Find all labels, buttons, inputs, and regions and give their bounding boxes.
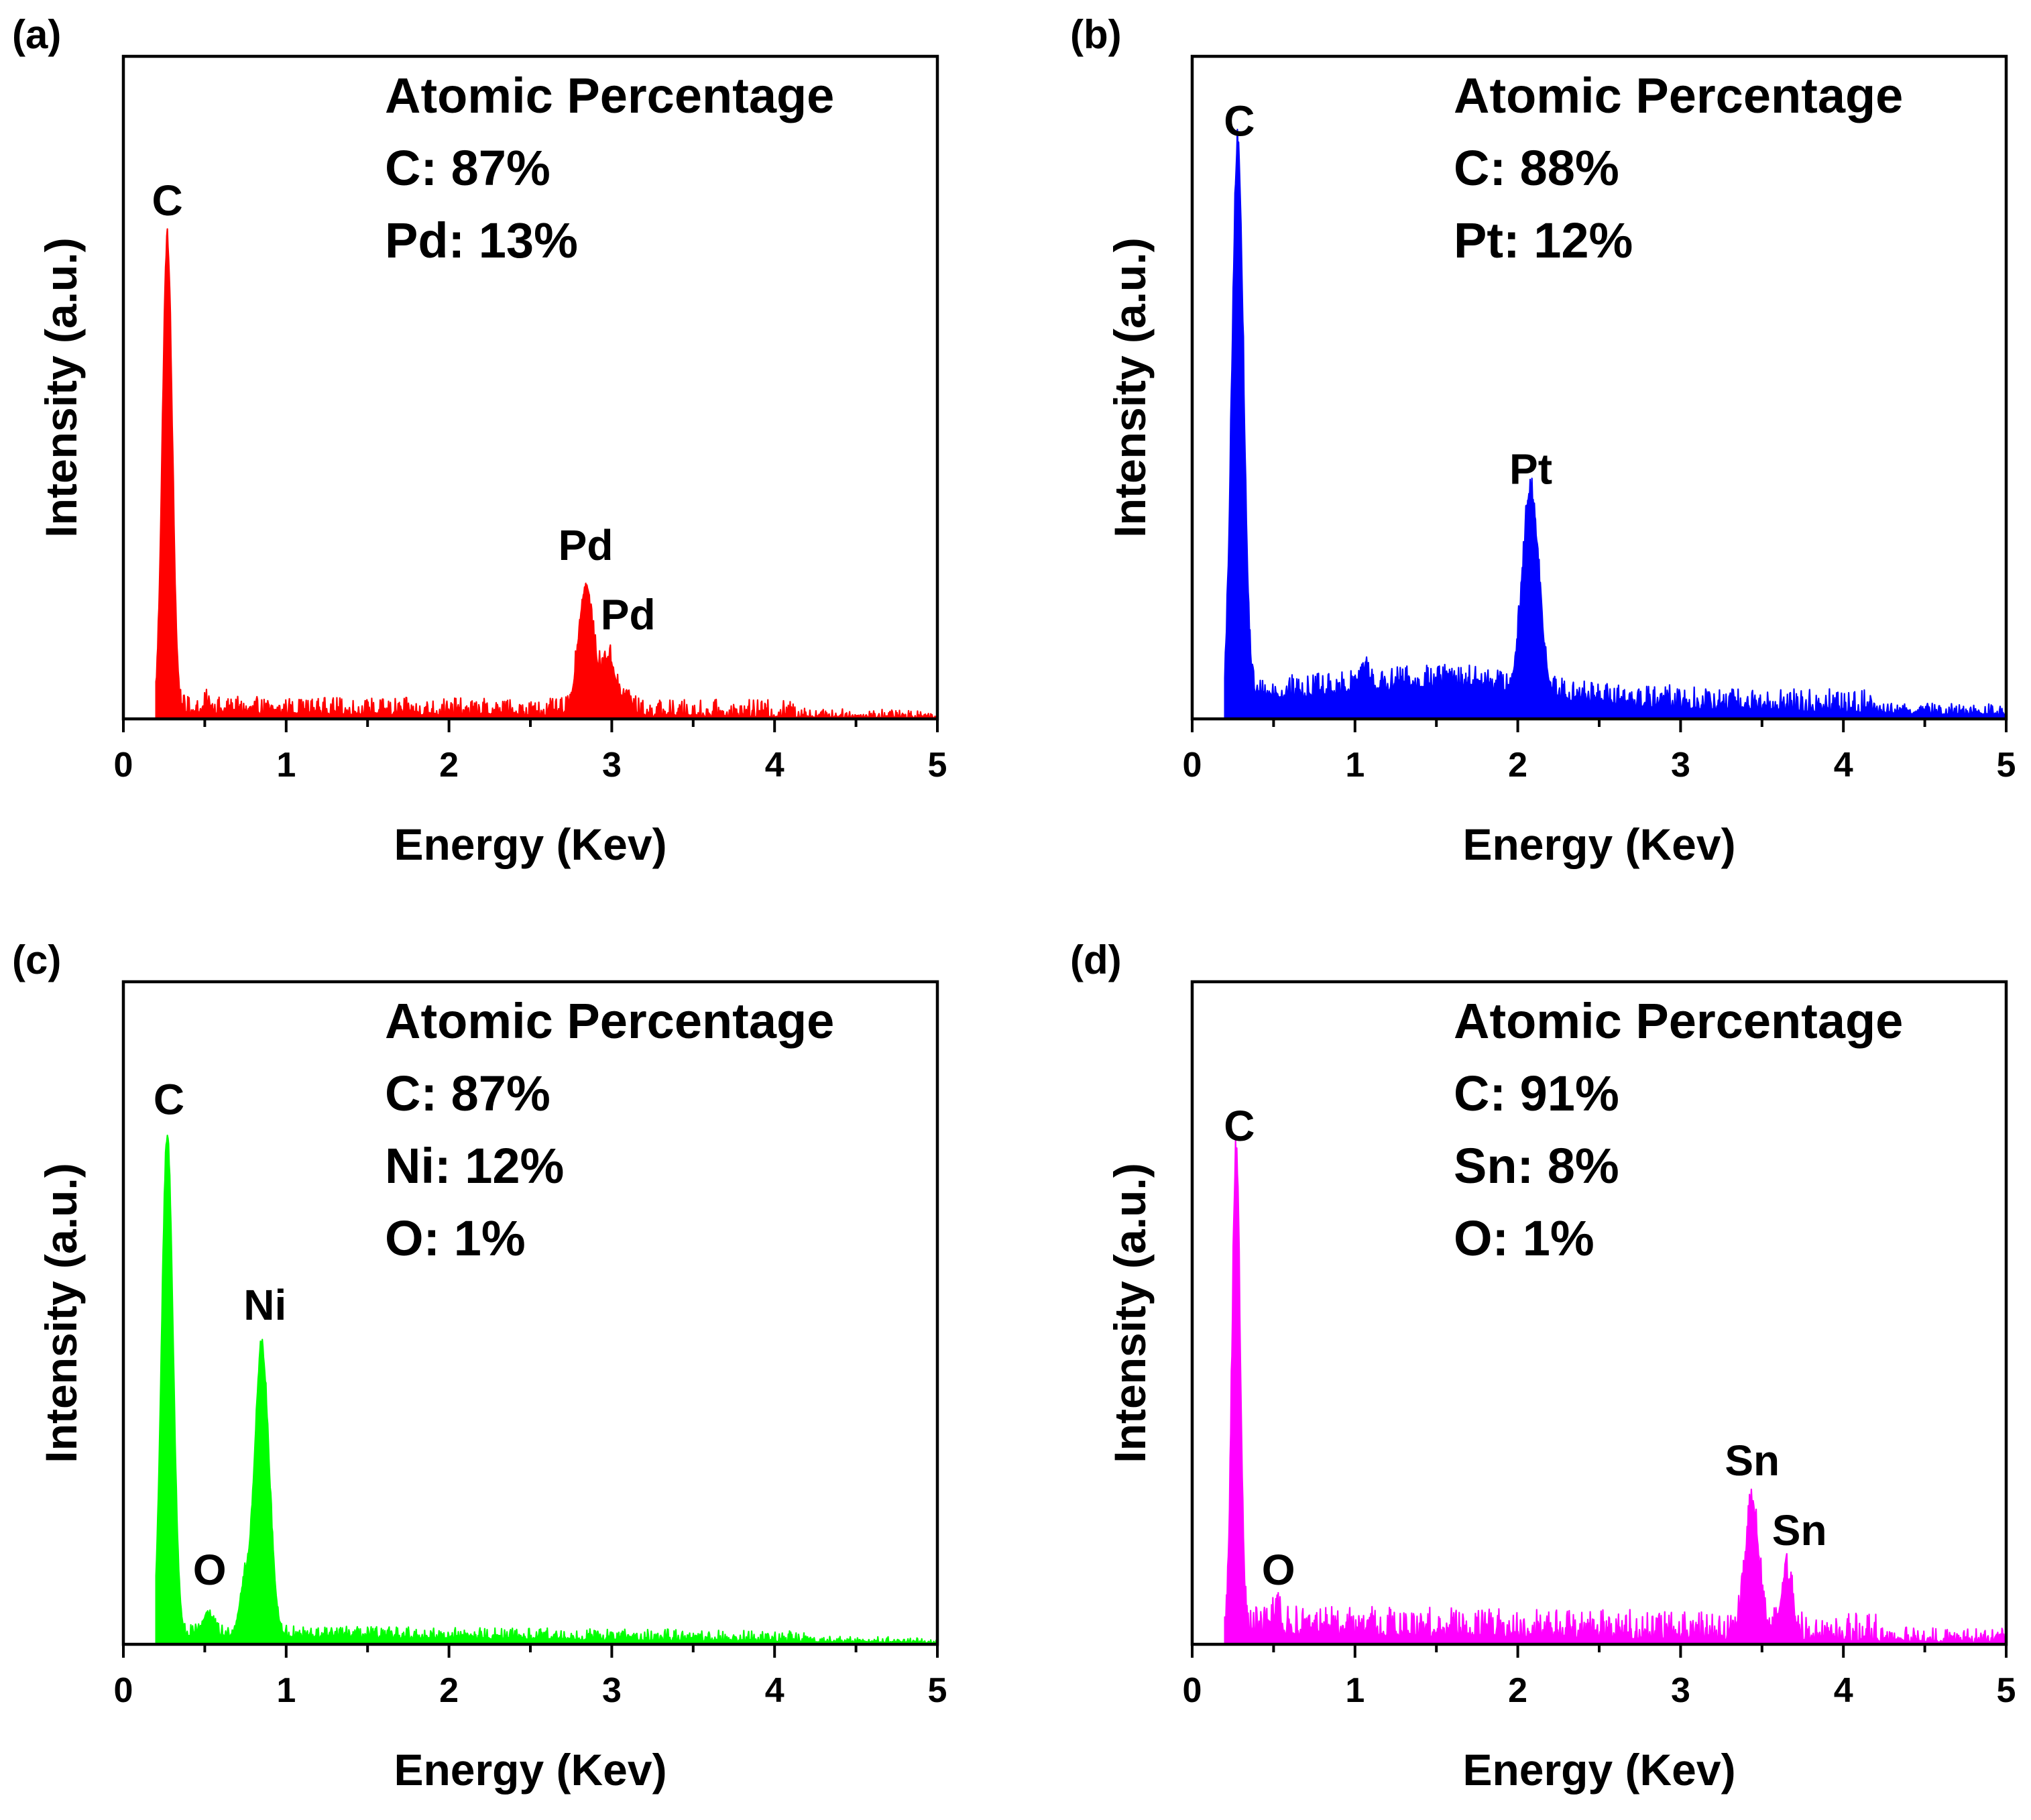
x-tick-label: 4	[765, 1671, 785, 1710]
atomic-percentage-entry: C: 87%	[385, 1066, 550, 1121]
atomic-percentage-title: Atomic Percentage	[385, 68, 834, 123]
x-tick-label: 2	[439, 1671, 459, 1710]
atomic-percentage-entry: C: 91%	[1454, 1066, 1619, 1121]
peak-label: Pt	[1509, 445, 1552, 493]
atomic-percentage-title: Atomic Percentage	[1454, 68, 1903, 123]
y-axis-title: Intensity (a.u.)	[36, 237, 86, 537]
panel-label: (d)	[1070, 937, 1122, 982]
peak-label: Pd	[559, 521, 614, 569]
x-tick-label: 3	[1671, 746, 1690, 785]
atomic-percentage-entry: C: 87%	[385, 140, 550, 196]
peak-label: C	[154, 1076, 184, 1124]
atomic-percentage-entry: Sn: 8%	[1454, 1138, 1619, 1194]
atomic-percentage-entry: Pd: 13%	[385, 213, 578, 268]
x-tick-label: 0	[114, 1671, 133, 1710]
x-tick-label: 4	[1834, 1671, 1853, 1710]
x-axis-title: Energy (Kev)	[1462, 1745, 1735, 1795]
x-tick-label: 1	[1345, 1671, 1365, 1710]
y-axis-title: Intensity (a.u.)	[1105, 237, 1155, 537]
x-tick-label: 2	[1508, 746, 1527, 785]
peak-label: Sn	[1725, 1436, 1780, 1485]
peak-label: C	[1224, 97, 1255, 146]
x-tick-label: 5	[1997, 1671, 2016, 1710]
x-tick-label: 3	[1671, 1671, 1690, 1710]
spectrum-series	[1224, 1139, 2008, 1646]
panel-label: (a)	[12, 12, 61, 57]
x-tick-label: 5	[928, 1671, 947, 1710]
x-tick-label: 4	[1834, 746, 1853, 785]
peak-label: Ni	[243, 1281, 286, 1329]
x-tick-label: 3	[602, 1671, 622, 1710]
x-tick-label: 5	[928, 746, 947, 785]
atomic-percentage-entry: O: 1%	[1454, 1210, 1594, 1266]
y-axis-title: Intensity (a.u.)	[36, 1163, 86, 1463]
x-tick-label: 3	[602, 746, 622, 785]
atomic-percentage-entry: Ni: 12%	[385, 1138, 564, 1194]
peak-label: O	[1262, 1546, 1295, 1594]
chart-panel-c: (c) 0 1 2 3 4 5 Energy (Kev) Intensity (a.u.) Ato…	[12, 937, 947, 1795]
spectrum-series	[1224, 129, 2008, 720]
x-tick-label: 0	[114, 746, 133, 785]
x-tick-label: 1	[276, 1671, 296, 1710]
atomic-percentage-entry: C: 88%	[1454, 140, 1619, 196]
x-tick-label: 2	[1508, 1671, 1527, 1710]
x-tick-label: 2	[439, 746, 459, 785]
x-tick-label: 1	[1345, 746, 1365, 785]
peak-label: O	[193, 1546, 227, 1594]
chart-panel-a: (a) 0 1 2 3 4 5 Energy (Kev) Intensity (a.u.) Ato…	[12, 12, 947, 869]
atomic-percentage-title: Atomic Percentage	[1454, 993, 1903, 1049]
atomic-percentage-entry: O: 1%	[385, 1210, 526, 1266]
chart-panel-b: (b) 0 1 2 3 4 5 Energy (Kev) Intensity (a.u.) Ato…	[1070, 12, 2016, 869]
x-tick-label: 4	[765, 746, 785, 785]
spectrum-series	[155, 1135, 939, 1646]
y-axis-title: Intensity (a.u.)	[1105, 1163, 1155, 1463]
spectrum-series	[155, 228, 939, 720]
peak-label: Pd	[601, 591, 656, 639]
peak-label: C	[152, 176, 182, 225]
peak-label: Sn	[1772, 1506, 1827, 1554]
panel-label: (b)	[1070, 12, 1122, 57]
chart-panel-d: (d) 0 1 2 3 4 5 Energy (Kev) Intensity (a.u.) Ato…	[1070, 937, 2016, 1795]
x-axis-title: Energy (Kev)	[394, 819, 666, 869]
atomic-percentage-entry: Pt: 12%	[1454, 213, 1633, 268]
atomic-percentage-title: Atomic Percentage	[385, 993, 834, 1049]
x-tick-label: 0	[1183, 1671, 1202, 1710]
x-tick-label: 0	[1183, 746, 1202, 785]
peak-label: C	[1224, 1102, 1255, 1150]
x-axis-title: Energy (Kev)	[1462, 819, 1735, 869]
x-axis-title: Energy (Kev)	[394, 1745, 666, 1795]
x-tick-label: 1	[276, 746, 296, 785]
panel-label: (c)	[12, 937, 61, 982]
x-tick-label: 5	[1997, 746, 2016, 785]
